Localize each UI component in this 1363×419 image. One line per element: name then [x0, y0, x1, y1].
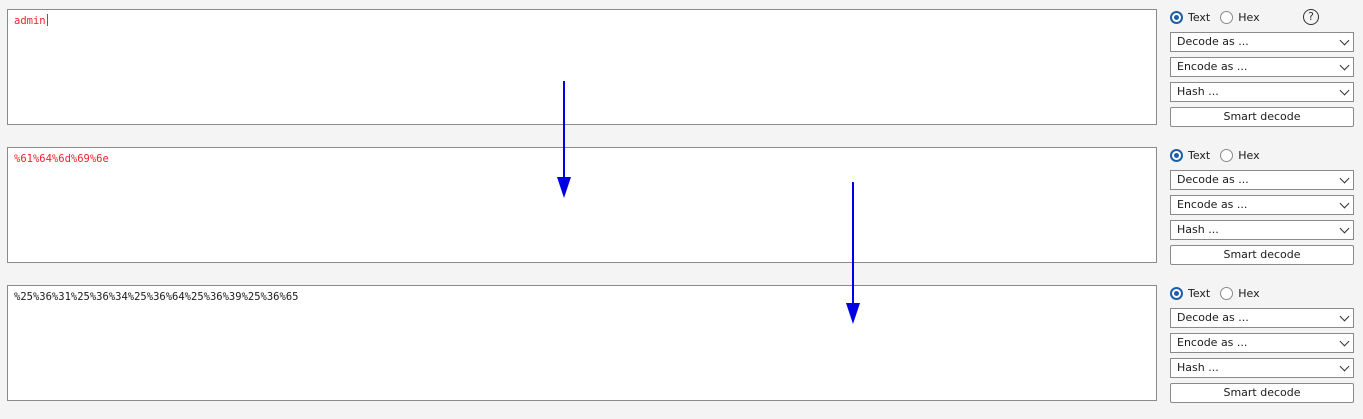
chevron-down-icon — [1339, 173, 1350, 184]
radio-unchecked-icon — [1220, 11, 1234, 24]
text-mode-radio[interactable]: Text — [1170, 287, 1210, 300]
output-text-area[interactable]: %25%36%31%25%36%34%25%36%64%25%36%39%25%… — [7, 285, 1157, 401]
encode-as-dropdown[interactable]: Encode as ... — [1170, 195, 1354, 215]
radio-unchecked-icon — [1220, 149, 1234, 162]
decode-as-dropdown[interactable]: Decode as ... — [1170, 170, 1354, 190]
encode-as-label: Encode as ... — [1177, 198, 1248, 211]
encode-as-dropdown[interactable]: Encode as ... — [1170, 57, 1354, 77]
smart-decode-button[interactable]: Smart decode — [1170, 107, 1354, 127]
chevron-down-icon — [1339, 311, 1350, 322]
mode-radio-group: Text Hex ? — [1170, 9, 1354, 26]
radio-checked-icon — [1170, 11, 1183, 24]
chevron-down-icon — [1339, 85, 1350, 96]
output-text: %61%64%6d%69%6e — [14, 153, 109, 165]
input-text-area[interactable]: admin — [7, 9, 1157, 125]
chevron-down-icon — [1339, 60, 1350, 71]
hex-mode-label: Hex — [1238, 149, 1260, 162]
decode-as-label: Decode as ... — [1177, 173, 1249, 186]
chevron-down-icon — [1339, 336, 1350, 347]
chevron-down-icon — [1339, 198, 1350, 209]
hex-mode-radio[interactable]: Hex — [1220, 149, 1260, 162]
decode-as-label: Decode as ... — [1177, 311, 1249, 324]
hex-mode-label: Hex — [1238, 287, 1260, 300]
chevron-down-icon — [1339, 361, 1350, 372]
encode-as-dropdown[interactable]: Encode as ... — [1170, 333, 1354, 353]
help-icon[interactable]: ? — [1303, 9, 1319, 25]
text-mode-label: Text — [1188, 287, 1211, 300]
encode-as-label: Encode as ... — [1177, 336, 1248, 349]
hash-label: Hash ... — [1177, 85, 1219, 98]
radio-unchecked-icon — [1220, 287, 1234, 300]
hash-dropdown[interactable]: Hash ... — [1170, 220, 1354, 240]
panel-3-controls: Text Hex Decode as ... Encode as ... Has… — [1170, 285, 1354, 403]
radio-checked-icon — [1170, 149, 1183, 162]
output-text: %25%36%31%25%36%34%25%36%64%25%36%39%25%… — [14, 291, 299, 303]
text-mode-radio[interactable]: Text — [1170, 149, 1210, 162]
encode-as-label: Encode as ... — [1177, 60, 1248, 73]
mode-radio-group: Text Hex — [1170, 147, 1354, 164]
radio-checked-icon — [1170, 287, 1183, 300]
smart-decode-button[interactable]: Smart decode — [1170, 245, 1354, 265]
decode-as-label: Decode as ... — [1177, 35, 1249, 48]
smart-decode-button[interactable]: Smart decode — [1170, 383, 1354, 403]
decoder-panel-1: admin Text Hex ? Decode as ... Encode as… — [0, 9, 1363, 129]
panel-2-controls: Text Hex Decode as ... Encode as ... Has… — [1170, 147, 1354, 265]
text-mode-radio[interactable]: Text — [1170, 11, 1210, 24]
text-caret — [46, 14, 48, 26]
output-text-area[interactable]: %61%64%6d%69%6e — [7, 147, 1157, 263]
chevron-down-icon — [1339, 35, 1350, 46]
panel-1-controls: Text Hex ? Decode as ... Encode as ... H… — [1170, 9, 1354, 127]
decode-as-dropdown[interactable]: Decode as ... — [1170, 308, 1354, 328]
hex-mode-radio[interactable]: Hex — [1220, 11, 1260, 24]
hash-dropdown[interactable]: Hash ... — [1170, 358, 1354, 378]
decode-as-dropdown[interactable]: Decode as ... — [1170, 32, 1354, 52]
input-text: admin — [14, 15, 46, 27]
hash-label: Hash ... — [1177, 361, 1219, 374]
text-mode-label: Text — [1188, 149, 1211, 162]
text-mode-label: Text — [1188, 11, 1211, 24]
hex-mode-label: Hex — [1238, 11, 1260, 24]
decoder-panel-3: %25%36%31%25%36%34%25%36%64%25%36%39%25%… — [0, 285, 1363, 405]
decoder-panel-2: %61%64%6d%69%6e Text Hex Decode as ... E… — [0, 147, 1363, 267]
hash-label: Hash ... — [1177, 223, 1219, 236]
hex-mode-radio[interactable]: Hex — [1220, 287, 1260, 300]
mode-radio-group: Text Hex — [1170, 285, 1354, 302]
hash-dropdown[interactable]: Hash ... — [1170, 82, 1354, 102]
chevron-down-icon — [1339, 223, 1350, 234]
